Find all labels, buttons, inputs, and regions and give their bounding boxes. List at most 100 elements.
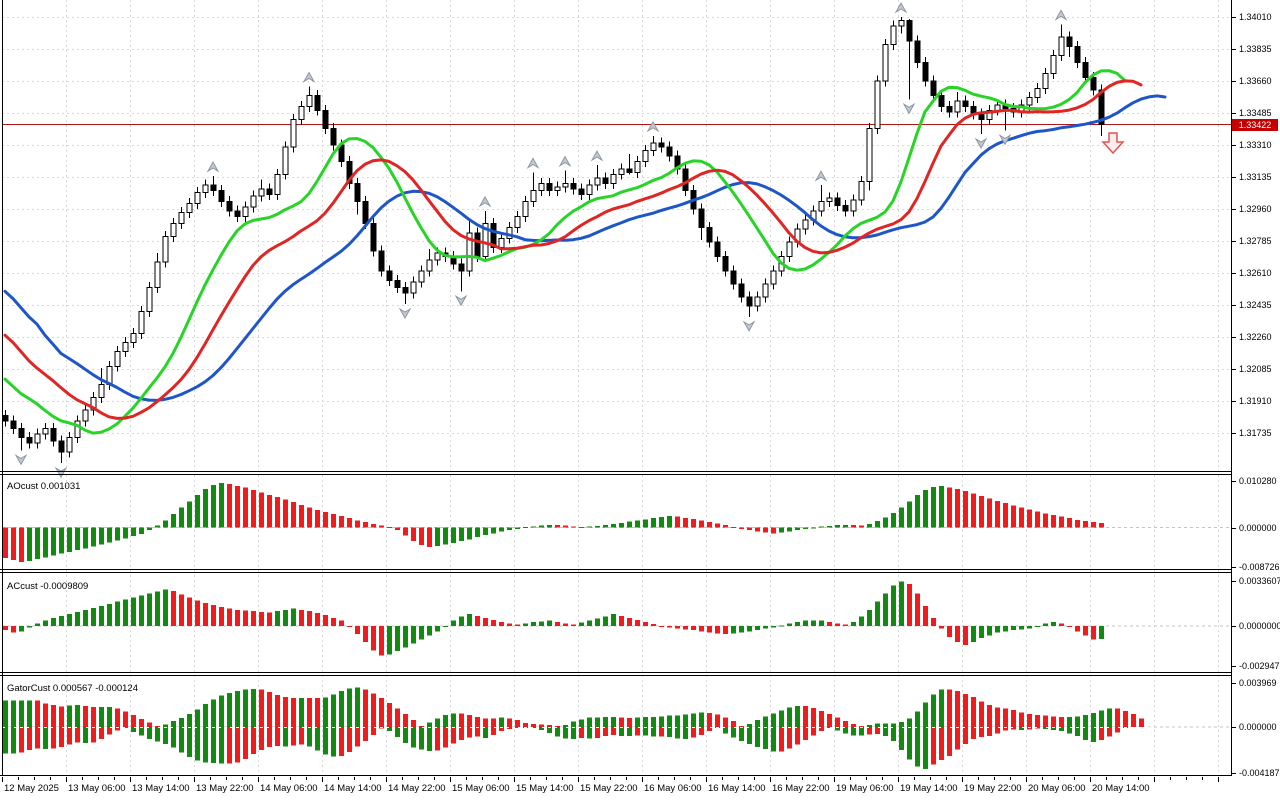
- panel-borders: [0, 0, 1232, 776]
- time-tick: [754, 777, 755, 780]
- time-tick: [114, 777, 115, 780]
- time-tick: [626, 777, 627, 780]
- gator-scale-label-tick: [1232, 773, 1236, 774]
- time-tick: [210, 777, 211, 780]
- time-tick: [1026, 777, 1027, 782]
- time-label: 14 May 22:00: [388, 783, 446, 794]
- price-axis: 1.34010 1.33835 1.33660 1.33485 1.33310 1.331…: [1232, 0, 1280, 778]
- time-tick: [850, 777, 851, 780]
- sell-signal-arrow[interactable]: [1101, 132, 1125, 155]
- price-tick-label-tick: [1232, 433, 1236, 434]
- time-tick: [962, 777, 963, 782]
- time-tick: [770, 777, 771, 782]
- time-tick: [434, 777, 435, 780]
- price-tick-label-tick: [1232, 177, 1236, 178]
- ac-scale-label: 0.0033607: [1239, 576, 1280, 586]
- gator-scale-label: 0.000000: [1239, 722, 1277, 732]
- alligator-jaw-line: [3, 94, 1167, 402]
- current-price-badge: 1.33422: [1232, 119, 1278, 131]
- price-tick-label-tick: [1232, 369, 1236, 370]
- time-label: 13 May 14:00: [132, 783, 190, 794]
- time-tick: [226, 777, 227, 780]
- time-label: 19 May 06:00: [836, 783, 894, 794]
- time-tick: [978, 777, 979, 780]
- price-tick-label: 1.32960: [1239, 204, 1272, 214]
- time-tick: [674, 777, 675, 780]
- ao-scale-label-tick: [1232, 481, 1236, 482]
- time-tick: [450, 777, 451, 782]
- ao-scale-label: 0.000000: [1239, 523, 1277, 533]
- price-tick-label: 1.31910: [1239, 396, 1272, 406]
- time-tick: [498, 777, 499, 780]
- time-tick: [66, 777, 67, 782]
- chart-canvas[interactable]: [0, 0, 1232, 776]
- price-tick-label: 1.33485: [1239, 108, 1272, 118]
- price-tick-label: 1.32785: [1239, 236, 1272, 246]
- time-tick: [354, 777, 355, 780]
- time-label: 15 May 22:00: [580, 783, 638, 794]
- price-tick-label-tick: [1232, 209, 1236, 210]
- time-tick: [546, 777, 547, 780]
- time-tick: [866, 777, 867, 780]
- time-label: 14 May 06:00: [260, 783, 318, 794]
- ac-scale-label-tick: [1232, 626, 1236, 627]
- time-tick: [162, 777, 163, 780]
- time-tick: [178, 777, 179, 780]
- time-label: 13 May 22:00: [196, 783, 254, 794]
- gator-histogram: [3, 687, 1144, 770]
- price-tick-label: 1.33310: [1239, 140, 1272, 150]
- ao-histogram: [3, 483, 1104, 562]
- time-tick: [1154, 777, 1155, 782]
- ac-scale-label-tick: [1232, 581, 1236, 582]
- time-tick: [706, 777, 707, 782]
- time-tick: [1074, 777, 1075, 780]
- price-tick-label-tick: [1232, 81, 1236, 82]
- time-label: 16 May 06:00: [644, 783, 702, 794]
- time-tick: [194, 777, 195, 782]
- price-tick-label: 1.33135: [1239, 172, 1272, 182]
- price-tick-label-tick: [1232, 113, 1236, 114]
- time-tick: [738, 777, 739, 780]
- gator-scale-label-tick: [1232, 683, 1236, 684]
- time-label: 15 May 14:00: [516, 783, 574, 794]
- ao-panel-title: AOcust 0.001031: [7, 481, 81, 492]
- time-tick: [1010, 777, 1011, 780]
- time-label: 12 May 2025: [4, 783, 59, 794]
- time-label: 20 May 06:00: [1028, 783, 1086, 794]
- ao-scale-label-tick: [1232, 528, 1236, 529]
- time-tick: [418, 777, 419, 780]
- time-tick: [2, 777, 3, 782]
- time-tick: [722, 777, 723, 780]
- time-tick: [1090, 777, 1091, 782]
- time-label: 16 May 22:00: [772, 783, 830, 794]
- time-tick: [898, 777, 899, 782]
- time-label: 20 May 14:00: [1092, 783, 1150, 794]
- price-tick-label-tick: [1232, 145, 1236, 146]
- time-tick: [50, 777, 51, 780]
- time-tick: [386, 777, 387, 782]
- time-tick: [482, 777, 483, 780]
- time-tick: [466, 777, 467, 780]
- price-tick-label-tick: [1232, 241, 1236, 242]
- price-tick-label-tick: [1232, 273, 1236, 274]
- time-tick: [18, 777, 19, 780]
- time-tick: [258, 777, 259, 782]
- gator-scale-label-tick: [1232, 727, 1236, 728]
- time-tick: [306, 777, 307, 780]
- time-label: 19 May 14:00: [900, 783, 958, 794]
- time-tick: [514, 777, 515, 782]
- time-tick: [322, 777, 323, 782]
- price-tick-label-tick: [1232, 337, 1236, 338]
- time-tick: [994, 777, 995, 780]
- price-tick-label: 1.32085: [1239, 364, 1272, 374]
- gator-scale-label: 0.003969: [1239, 678, 1277, 688]
- time-tick: [562, 777, 563, 780]
- price-tick-label-tick: [1232, 17, 1236, 18]
- time-tick: [1122, 777, 1123, 780]
- grid-layer: [2, 0, 1232, 776]
- price-tick-label: 1.32610: [1239, 268, 1272, 278]
- time-tick: [834, 777, 835, 782]
- price-tick-label-tick: [1232, 401, 1236, 402]
- alligator-teeth-line: [3, 79, 1143, 420]
- time-tick: [34, 777, 35, 780]
